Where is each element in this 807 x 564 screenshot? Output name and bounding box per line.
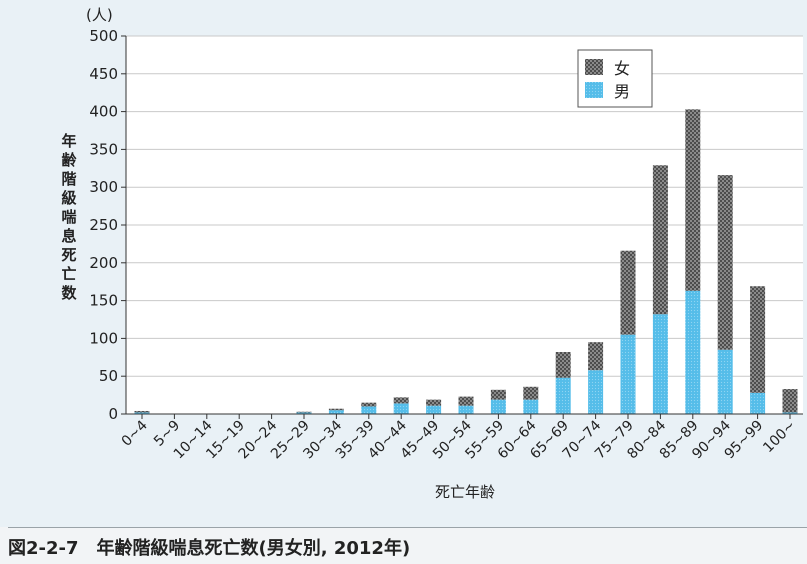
caption-divider: [8, 527, 807, 528]
bar-male: [782, 412, 798, 414]
y-tick-label: 150: [89, 292, 118, 310]
y-tick-label: 450: [89, 65, 118, 83]
bar-male: [620, 334, 636, 414]
bar-male: [458, 405, 474, 414]
bar-male: [296, 412, 312, 414]
y-unit-label: (人): [86, 6, 113, 24]
bar-male: [685, 290, 701, 414]
bar-male: [426, 405, 442, 414]
bar-male: [490, 399, 506, 414]
bar-female: [620, 250, 636, 335]
y-tick-label: 200: [89, 254, 118, 272]
bar-female: [361, 402, 377, 407]
bar-male: [523, 399, 539, 414]
x-tick-labels: 0~4 5~910~1415~1920~2425~2930~3435~3940~4…: [119, 417, 799, 462]
bar-female: [134, 410, 150, 413]
bar-female: [652, 165, 668, 315]
bar-female: [555, 352, 571, 378]
legend: 女 男: [577, 49, 653, 108]
bar-male: [393, 403, 409, 414]
bar-female: [717, 175, 733, 350]
y-tick-label: 500: [89, 27, 118, 45]
bar-male: [134, 412, 150, 414]
caption-bar: [0, 527, 807, 564]
y-tick-label: 50: [99, 367, 118, 385]
bar-female: [685, 109, 701, 291]
bar-male: [555, 377, 571, 414]
axes: [121, 35, 803, 419]
bar-female: [523, 386, 539, 400]
y-tick-label: 250: [89, 216, 118, 234]
bar-female: [782, 389, 798, 413]
x-tick-label: 0~4: [119, 417, 151, 449]
bar-female: [426, 399, 442, 406]
checker-swatch-icon: [585, 59, 603, 75]
bar-female: [393, 397, 409, 404]
y-tick-labels: 0 50 100 150 200 250 300 350 400 450 500: [89, 27, 118, 423]
figure-caption: 図2-2-7 年齢階級喘息死亡数(男女別, 2012年): [8, 538, 411, 559]
x-tick-label: 100~: [760, 418, 799, 457]
y-tick-label: 300: [89, 178, 118, 196]
y-tick-label: 0: [108, 405, 118, 423]
bar-male: [588, 370, 604, 414]
y-tick-label: 350: [89, 140, 118, 158]
bars: [134, 109, 798, 414]
x-axis-title: 死亡年齢: [435, 483, 495, 501]
bar-female: [588, 342, 604, 371]
legend-label-female: 女: [614, 59, 630, 78]
y-tick-label: 100: [89, 329, 118, 347]
y-axis-title: 年齢階級喘息死亡数: [61, 132, 77, 302]
dotted-swatch-icon: [585, 82, 603, 98]
bar-female: [490, 389, 506, 400]
bar-female: [328, 408, 344, 411]
bar-male: [717, 349, 733, 414]
bar-female: [458, 396, 474, 406]
bar-male: [361, 406, 377, 414]
legend-label-male: 男: [614, 82, 630, 101]
bar-female: [296, 411, 312, 413]
bar-male: [652, 314, 668, 414]
y-tick-label: 400: [89, 103, 118, 121]
bar-male: [750, 392, 766, 414]
bar-female: [750, 286, 766, 393]
bar-male: [328, 410, 344, 414]
